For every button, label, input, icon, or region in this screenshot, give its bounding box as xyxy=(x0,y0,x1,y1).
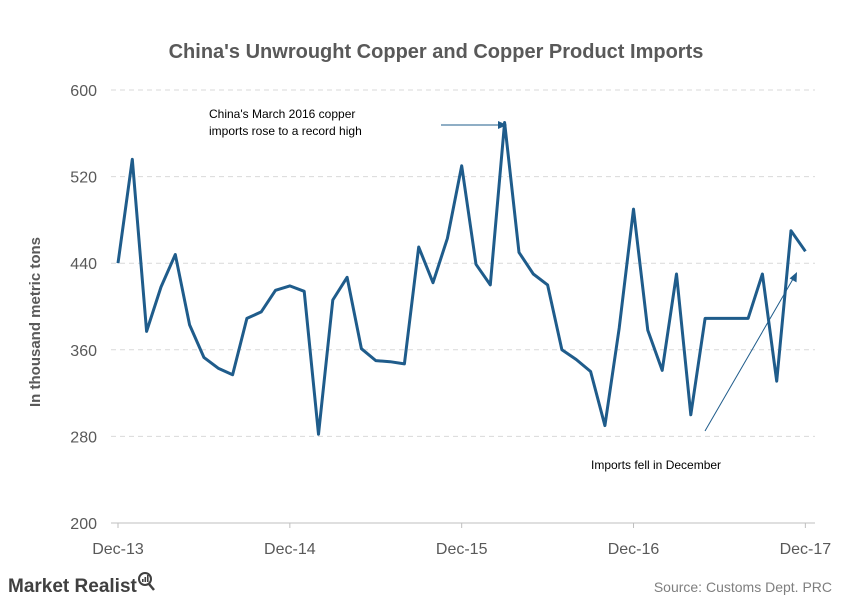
annotation-record-line-2: imports rose to a record high xyxy=(209,124,362,138)
y-tick-label: 360 xyxy=(70,343,97,360)
y-tick-labels: 200 280 360 440 520 600 xyxy=(70,83,97,533)
chart-title: China's Unwrought Copper and Copper Prod… xyxy=(169,41,704,63)
annotation-december-arrow xyxy=(704,278,794,432)
x-tick-label: Dec-15 xyxy=(436,541,488,558)
y-tick-label: 280 xyxy=(70,429,97,446)
brand-name: Market Realist xyxy=(8,576,138,597)
annotation-december: Imports fell in December xyxy=(591,272,797,472)
x-tick-labels: Dec-13 Dec-14 Dec-15 Dec-16 Dec-17 xyxy=(92,523,831,558)
magnifier-icon xyxy=(138,572,155,591)
x-tick-label: Dec-13 xyxy=(92,541,144,558)
y-axis-label: In thousand metric tons xyxy=(27,237,44,407)
y-tick-label: 200 xyxy=(70,516,97,533)
x-tick-label: Dec-14 xyxy=(264,541,316,558)
annotation-record-high: China's March 2016 copper imports rose t… xyxy=(209,107,507,138)
annotation-record-arrowhead-icon xyxy=(498,121,507,129)
x-tick-label: Dec-17 xyxy=(780,541,832,558)
x-tick-label: Dec-16 xyxy=(608,541,660,558)
source-note: Source: Customs Dept. PRC xyxy=(654,579,832,595)
annotation-december-arrowhead-icon xyxy=(789,272,797,283)
y-tick-label: 520 xyxy=(70,170,97,187)
y-tick-label: 600 xyxy=(70,83,97,100)
brand-logo: Market Realist xyxy=(8,572,155,597)
y-tick-label: 440 xyxy=(70,256,97,273)
gridlines xyxy=(111,89,815,437)
series-line xyxy=(116,121,807,436)
annotation-record-line-1: China's March 2016 copper xyxy=(209,107,355,121)
annotation-december-text: Imports fell in December xyxy=(591,458,721,472)
